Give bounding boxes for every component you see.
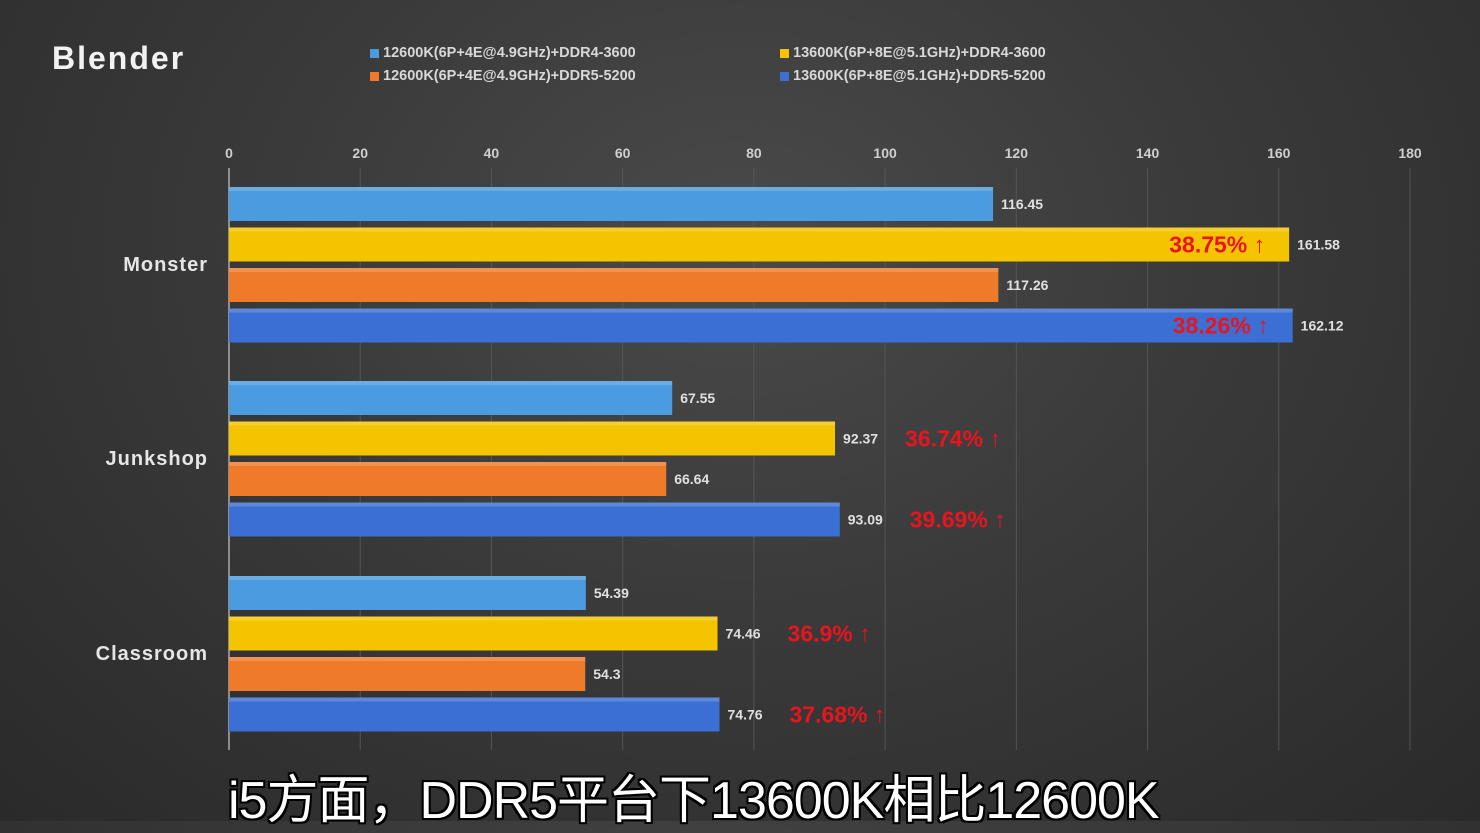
chart-title: Blender [52, 40, 186, 76]
x-tick-label: 160 [1267, 145, 1291, 161]
bar-highlight [229, 576, 586, 580]
bar [229, 381, 673, 415]
bar [229, 268, 999, 302]
x-tick-label: 120 [1005, 145, 1029, 161]
value-label: 92.37 [843, 431, 878, 447]
x-tick-label: 80 [746, 145, 762, 161]
bar-highlight [229, 697, 720, 702]
subtitle-caption: i5方面，DDR5平台下13600K相比12600K [228, 772, 1160, 830]
legend-label: 13600K(6P+8E@5.1GHz)+DDR4-3600 [793, 45, 1046, 61]
percent-annotation: 38.75% ↑ [1169, 232, 1265, 258]
bar-highlight [229, 657, 586, 661]
bar [229, 421, 836, 456]
bar [229, 657, 586, 691]
bar [229, 187, 994, 221]
bar-highlight [229, 616, 718, 621]
legend-swatch [370, 71, 379, 81]
legend-label: 13600K(6P+8E@5.1GHz)+DDR5-5200 [793, 68, 1046, 84]
bar-highlight [229, 227, 1290, 232]
value-label: 161.58 [1297, 237, 1340, 253]
x-tick-label: 140 [1136, 145, 1160, 161]
bar [229, 462, 667, 496]
value-label: 54.39 [594, 585, 629, 601]
x-tick-label: 100 [873, 145, 897, 161]
legend-item: 13600K(6P+8E@5.1GHz)+DDR5-5200 [780, 68, 1046, 84]
bar [229, 697, 720, 732]
category-label: Junkshop [106, 448, 208, 470]
legend-label: 12600K(6P+4E@4.9GHz)+DDR5-5200 [383, 68, 636, 84]
x-tick-label: 0 [225, 145, 233, 161]
value-label: 67.55 [680, 390, 715, 406]
value-label: 117.26 [1006, 277, 1048, 293]
legend-label: 12600K(6P+4E@4.9GHz)+DDR4-3600 [383, 45, 636, 61]
category-label: Monster [123, 254, 208, 276]
bar-highlight [229, 462, 667, 466]
x-tick-label: 40 [484, 145, 500, 161]
bar-highlight [229, 421, 836, 426]
bar-highlight [229, 268, 999, 272]
legend-item: 13600K(6P+8E@5.1GHz)+DDR4-3600 [780, 45, 1046, 61]
percent-annotation: 38.26% ↑ [1173, 313, 1269, 339]
legend-item: 12600K(6P+4E@4.9GHz)+DDR4-3600 [370, 45, 636, 61]
value-label: 74.76 [728, 707, 763, 723]
bar-highlight [229, 381, 673, 385]
legend-swatch [780, 48, 789, 58]
value-label: 93.09 [848, 512, 883, 528]
x-tick-label: 180 [1398, 145, 1422, 161]
bar-highlight [229, 308, 1293, 313]
x-tick-label: 60 [615, 145, 631, 161]
percent-annotation: 36.74% ↑ [905, 426, 1001, 452]
percent-annotation: 36.9% ↑ [788, 621, 871, 647]
value-label: 116.45 [1001, 196, 1043, 212]
value-label: 74.46 [726, 626, 761, 642]
value-label: 162.12 [1301, 318, 1344, 334]
legend-swatch [370, 48, 379, 58]
x-tick-label: 20 [352, 145, 368, 161]
value-label: 54.3 [593, 666, 620, 682]
category-label: Classroom [96, 643, 208, 665]
bar [229, 502, 840, 537]
value-label: 66.64 [674, 471, 709, 487]
percent-annotation: 39.69% ↑ [910, 507, 1006, 533]
percent-annotation: 37.68% ↑ [790, 702, 886, 728]
legend-item: 12600K(6P+4E@4.9GHz)+DDR5-5200 [370, 68, 636, 84]
bar-highlight [229, 187, 994, 191]
bar [229, 616, 718, 651]
bar [229, 227, 1290, 262]
bar [229, 576, 586, 610]
legend-swatch [780, 71, 789, 81]
bar [229, 308, 1293, 343]
bar-highlight [229, 502, 840, 507]
